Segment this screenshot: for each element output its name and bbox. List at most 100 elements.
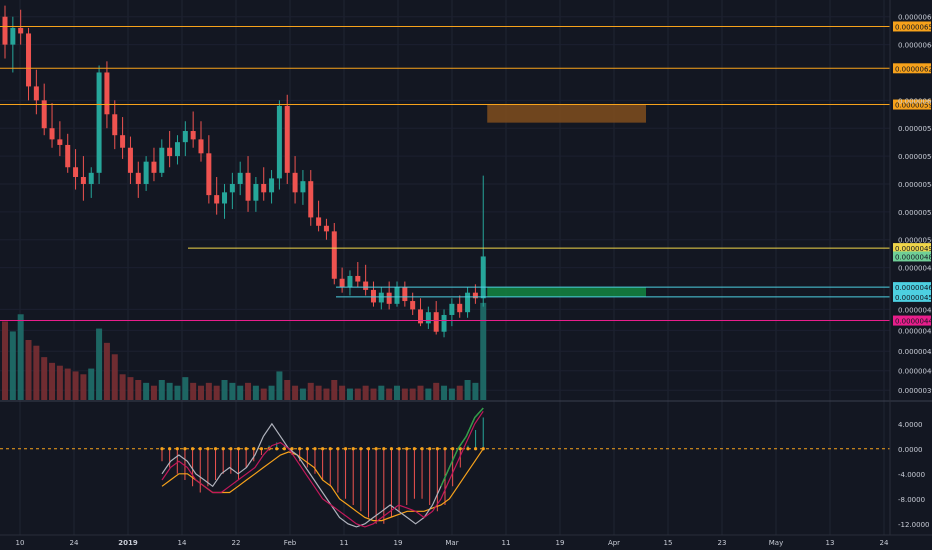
- x-tick-label: 24: [70, 539, 79, 547]
- support-zone: [487, 287, 646, 297]
- price-tick-label: 0.00000540: [898, 181, 932, 189]
- volume-bars: [2, 302, 487, 400]
- candle-body: [449, 303, 455, 315]
- candle-body: [26, 33, 32, 87]
- candle-body: [112, 114, 118, 136]
- candle-body: [96, 72, 102, 173]
- candle-body: [198, 139, 204, 154]
- level-label: 0.00000466: [895, 284, 932, 292]
- osc-fast-rise: [440, 407, 484, 487]
- candle-body: [441, 314, 447, 332]
- level-label: 0.00000623: [895, 65, 932, 73]
- volume-bar: [299, 388, 306, 400]
- zero-dot: [458, 447, 462, 451]
- volume-bar: [386, 388, 393, 400]
- candle-body: [237, 172, 243, 184]
- candle-body: [363, 281, 369, 290]
- zero-dot: [168, 447, 172, 451]
- candle-body: [229, 183, 235, 193]
- price-tick-label: 0.00000406: [898, 368, 932, 376]
- zero-dot: [206, 447, 210, 451]
- last-price-badge: [893, 251, 931, 262]
- zero-dot: [343, 447, 348, 451]
- volume-bar: [64, 368, 71, 400]
- candle-body: [276, 105, 282, 179]
- volume-bar: [401, 388, 408, 400]
- zero-dot: [190, 447, 195, 451]
- candle-body: [65, 144, 71, 168]
- candle-body: [57, 139, 63, 145]
- candle-body: [418, 309, 424, 324]
- zero-dot: [328, 447, 332, 451]
- candle-body: [394, 287, 400, 304]
- volume-bar: [119, 374, 126, 400]
- candle-body: [402, 287, 408, 302]
- x-tick-label: 24: [880, 539, 889, 547]
- volume-bar: [307, 382, 314, 400]
- volume-bar: [9, 331, 16, 400]
- zero-dot: [382, 447, 386, 451]
- x-tick-label: May: [769, 539, 783, 547]
- price-axis[interactable]: 0.00000660 0.00000640 0.00000600 0.00000580…: [889, 0, 932, 535]
- candle-body: [104, 72, 110, 115]
- price-tick-label: 0.00000500: [898, 237, 932, 245]
- volume-bar: [198, 385, 204, 400]
- candle-body: [182, 131, 188, 143]
- horizontal-levels[interactable]: 0.00000653 0.00000623 0.00000597 0.00000494…: [0, 21, 932, 326]
- volume-bar: [480, 302, 487, 400]
- candle-body: [174, 142, 180, 157]
- price-tick-label: 0.00000392: [898, 387, 932, 395]
- candle-body: [214, 195, 220, 204]
- volume-bar: [174, 385, 181, 400]
- volume-bar: [323, 388, 330, 400]
- candle-body: [378, 292, 384, 303]
- volume-bar: [260, 388, 267, 400]
- candle-body: [143, 161, 149, 184]
- volume-bar: [25, 340, 32, 400]
- candle-body: [269, 178, 275, 193]
- volume-bar: [158, 380, 165, 400]
- candle-body: [410, 301, 416, 310]
- zero-dot: [405, 447, 409, 451]
- osc-tick-label: -4.0000: [898, 471, 925, 479]
- zones: [487, 104, 646, 297]
- volume-bar: [88, 368, 95, 400]
- x-tick-label: 15: [664, 539, 673, 547]
- zero-dot: [175, 447, 179, 451]
- zero-dot: [298, 447, 302, 451]
- x-tick-label: 19: [394, 539, 403, 547]
- zero-dot: [221, 447, 225, 451]
- candle-body: [73, 167, 79, 178]
- zero-dot: [160, 447, 164, 451]
- candle-body: [480, 256, 486, 299]
- volume-bar: [268, 385, 275, 400]
- price-tick-label: 0.00000420: [898, 348, 932, 356]
- level-badge: [893, 243, 931, 254]
- oscillator-axis[interactable]: 4.0000 0.0000 -4.0000 -8.0000 -12.0000: [898, 421, 929, 529]
- level-badge: [893, 99, 931, 110]
- candle-body: [347, 275, 353, 288]
- price-tick-label: 0.00000560: [898, 153, 932, 161]
- price-tick-label: 0.00000640: [898, 42, 932, 50]
- candle-body: [206, 153, 212, 196]
- osc-fast-line: [161, 407, 484, 528]
- candle-body: [2, 16, 8, 45]
- time-axis[interactable]: 10 24 2019 14 22 Feb 11 19 Mar 11 19 Apr 15 23 May 13 24: [0, 534, 932, 547]
- zero-dot: [336, 447, 340, 451]
- candle-body: [18, 27, 24, 34]
- zero-dot: [183, 447, 187, 451]
- volume-bar: [41, 357, 48, 400]
- level-badge: [893, 315, 931, 326]
- candle-body: [41, 100, 47, 129]
- candle-body: [135, 172, 141, 184]
- volume-bar: [378, 385, 385, 400]
- volume-bar: [456, 385, 463, 400]
- volume-bar: [370, 388, 377, 400]
- zero-dot: [451, 447, 455, 451]
- x-tick-label: 11: [340, 539, 349, 547]
- zero-dot: [397, 447, 401, 451]
- candle-body: [339, 278, 345, 288]
